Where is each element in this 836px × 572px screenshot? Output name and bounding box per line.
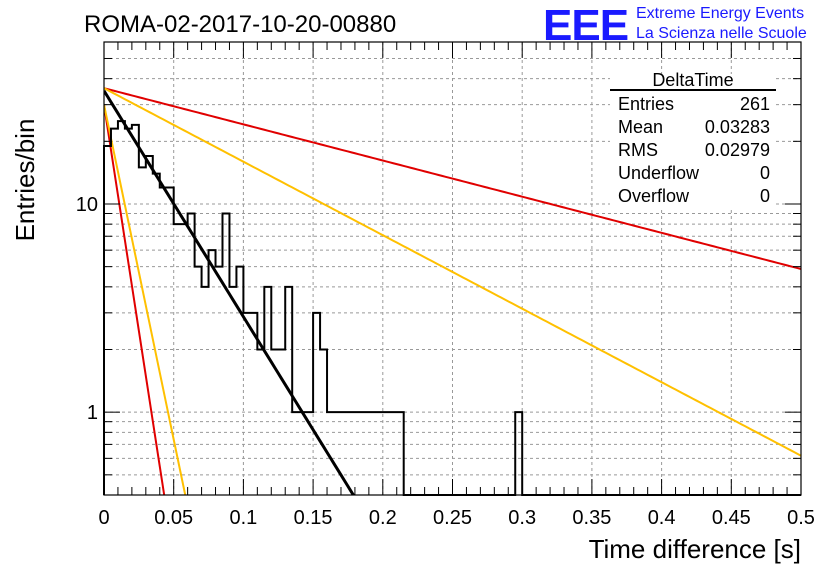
eee-logo-line1: Extreme Energy Events — [636, 5, 804, 22]
stats-row: Entries 261 — [618, 94, 770, 114]
x-tick-label: 0.1 — [229, 507, 257, 529]
x-tick-label: 0 — [98, 507, 109, 529]
stats-row-label: Mean — [618, 117, 663, 137]
eee-logo-line2: La Scienza nelle Scuole — [636, 25, 807, 42]
stats-row-label: Entries — [618, 94, 674, 114]
axis-ticks — [103, 41, 802, 496]
stats-box: DeltaTime Entries 261 Mean 0.03283 RMS 0… — [610, 70, 776, 210]
x-tick-label: 0.35 — [572, 507, 611, 529]
y-axis-label: Entries/bin — [10, 119, 40, 242]
x-tick-label: 0.5 — [787, 507, 815, 529]
stats-row-label: RMS — [618, 140, 658, 160]
x-tick-label: 0.25 — [433, 507, 472, 529]
stats-row-label: Overflow — [618, 186, 690, 206]
stats-box-bg — [610, 74, 776, 210]
stats-box-title: DeltaTime — [652, 70, 733, 90]
stats-row-value: 0 — [760, 186, 770, 206]
fit-curve — [104, 87, 801, 457]
stats-row: Overflow 0 — [618, 186, 770, 206]
stats-row-value: 0 — [760, 163, 770, 183]
fit-curve — [104, 104, 166, 495]
fit-curve — [104, 89, 356, 495]
eee-logo: EEE Extreme Energy Events La Scienza nel… — [543, 1, 807, 50]
x-tick-labels: 0 0.05 0.1 0.15 0.2 0.25 0.3 0.35 0.4 0.45 0.5 — [98, 507, 814, 529]
stats-row-label: Underflow — [618, 163, 700, 183]
y-tick-labels: 1 10 — [76, 194, 98, 424]
x-axis-label: Time difference [s] — [589, 534, 801, 564]
x-tick-label: 0.05 — [154, 507, 193, 529]
x-tick-label: 0.2 — [369, 507, 397, 529]
stats-row: RMS 0.02979 — [618, 140, 770, 160]
eee-logo-text: EEE — [543, 1, 628, 50]
y-tick-label: 10 — [76, 194, 98, 216]
x-tick-label: 0.4 — [648, 507, 676, 529]
fit-curve — [104, 87, 801, 270]
stats-row: Underflow 0 — [618, 163, 770, 183]
x-tick-label: 0.3 — [508, 507, 536, 529]
y-tick-label: 1 — [87, 402, 98, 424]
stats-row-value: 0.02979 — [705, 140, 770, 160]
x-tick-label: 0.45 — [712, 507, 751, 529]
stats-row-value: 0.03283 — [705, 117, 770, 137]
x-tick-label: 0.15 — [294, 507, 333, 529]
fit-curve — [104, 104, 187, 495]
chart-title: ROMA-02-2017-10-20-00880 — [84, 11, 396, 38]
stats-row: Mean 0.03283 — [618, 117, 770, 137]
stats-row-value: 261 — [740, 94, 770, 114]
